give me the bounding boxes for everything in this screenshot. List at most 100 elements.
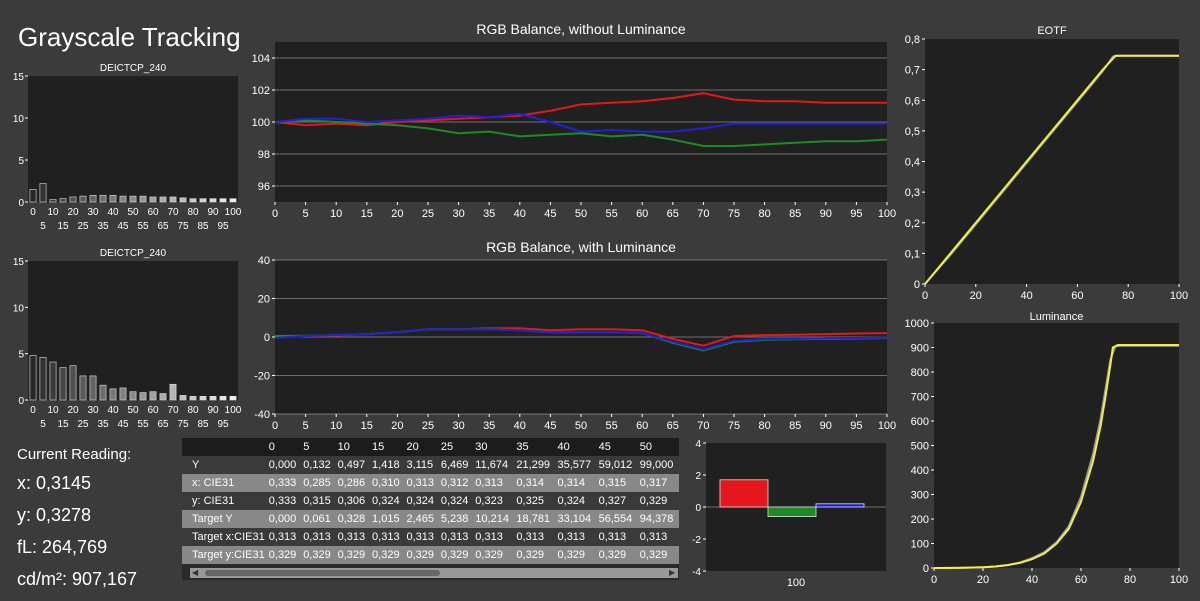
x-tick-label: 10 (47, 405, 59, 416)
table-cell: 1,418 (370, 456, 405, 474)
x-tick-label: 5 (303, 420, 309, 432)
table-row-label: Y (190, 456, 267, 474)
x-tick-label: 75 (728, 208, 740, 220)
table-cell: 0,324 (370, 492, 405, 510)
x-tick-label: 35 (483, 208, 495, 220)
table-cell: 0,312 (438, 474, 474, 492)
x-tick-label: 100 (878, 208, 896, 220)
table-col-header: 50 (637, 438, 679, 456)
x-tick-label: 70 (167, 405, 179, 416)
y-tick-label: 500 (911, 441, 929, 453)
table-header-row: 0 5 10 15 20 25 30 35 40 45 50 (182, 438, 679, 456)
bar-green (767, 506, 817, 517)
x-tick-label: 70 (697, 420, 709, 432)
y-tick-label: 0 (923, 563, 929, 575)
x-tick-label: 85 (197, 419, 209, 430)
table-cell: 0,329 (596, 546, 638, 564)
table-cell: 0,324 (438, 492, 474, 510)
x-tick-label: 100 (225, 207, 242, 218)
measurement-data-table[interactable]: 0 5 10 15 20 25 30 35 40 45 50 Y 0,000 0,1… (182, 438, 679, 580)
table-col-header: 10 (335, 438, 371, 456)
table-corner (182, 438, 190, 456)
bar (39, 357, 47, 401)
current-reading-label: Current Reading: (17, 446, 132, 463)
x-tick-label: 50 (575, 208, 587, 220)
x-tick-label: 70 (167, 207, 179, 218)
table-cell: 0,313 (473, 474, 515, 492)
bar (109, 388, 117, 401)
y-tick-label: 0,3 (905, 187, 920, 199)
x-tick-label: 10 (330, 420, 342, 432)
bar (189, 198, 197, 203)
table-cell: 0,323 (473, 492, 515, 510)
y-tick-label: -40 (254, 409, 270, 421)
bar (139, 195, 147, 203)
x-tick-label: 0 (30, 207, 36, 218)
table-cell: 0,313 (335, 528, 371, 546)
table-col-header: 40 (555, 438, 597, 456)
chart-title: DEICTCP_240 (100, 248, 167, 259)
y-tick-label: 4 (695, 439, 701, 450)
table-cell: 0,333 (266, 492, 302, 510)
table-cell: 0,313 (266, 528, 302, 546)
x-tick-label: 30 (452, 420, 464, 432)
table-cell: 0,329 (266, 546, 302, 564)
x-tick-label: 85 (789, 420, 801, 432)
table-cell: 0,329 (301, 546, 336, 564)
plot-area (925, 39, 1179, 284)
table-cell: 0,314 (514, 474, 556, 492)
y-tick-label: 300 (911, 490, 929, 502)
table-cell: 33,104 (555, 510, 597, 528)
y-tick-label: 15 (13, 72, 25, 83)
x-tick-label: 25 (77, 419, 89, 430)
table-cell: 0,313 (438, 528, 474, 546)
reading-y: y: 0,3278 (17, 505, 92, 525)
table-cell: 0,329 (473, 546, 515, 564)
x-tick-label: 85 (789, 208, 801, 220)
chart-title: RGB Balance, with Luminance (486, 239, 676, 255)
y-tick-label: 5 (18, 156, 24, 167)
table-col-header: 0 (266, 438, 302, 456)
table-cell: 0,315 (301, 492, 336, 510)
x-tick-label: 80 (758, 208, 770, 220)
table-cell: 0,333 (266, 474, 302, 492)
table-cell: 6,469 (438, 456, 474, 474)
x-tick-label: 60 (147, 405, 159, 416)
table-col-header: 45 (596, 438, 638, 456)
table-row-label: Target x:CIE31 (190, 528, 267, 546)
bar (89, 375, 97, 401)
table-cell: 0,132 (301, 456, 336, 474)
x-tick-label: 50 (127, 207, 139, 218)
x-tick-label: 25 (422, 208, 434, 220)
x-tick-label: 50 (127, 405, 139, 416)
x-axis-label: 100 (787, 577, 805, 589)
scroll-left-icon[interactable]: ◀ (192, 568, 199, 577)
table-cell: 1,015 (370, 510, 405, 528)
x-tick-label: 100 (225, 405, 242, 416)
table-col-header: 20 (404, 438, 439, 456)
x-tick-label: 0 (272, 208, 278, 220)
y-tick-label: 0 (18, 396, 24, 407)
y-tick-label: 15 (13, 257, 25, 268)
plot-area (28, 261, 238, 400)
x-tick-label: 0 (272, 420, 278, 432)
scroll-right-icon[interactable]: ▶ (669, 568, 676, 577)
x-tick-label: 100 (878, 420, 896, 432)
table-cell: 0,286 (335, 474, 371, 492)
x-tick-label: 25 (77, 221, 89, 232)
x-tick-label: 65 (157, 419, 169, 430)
table-cell: 0,329 (335, 546, 371, 564)
y-tick-label: -4 (692, 567, 701, 578)
table-scrollbar-thumb[interactable] (205, 570, 440, 576)
table-cell: 0,329 (555, 546, 597, 564)
table-cell: 0,325 (514, 492, 556, 510)
table-cell: 0,000 (266, 456, 302, 474)
y-tick-label: 0 (914, 279, 920, 291)
x-tick-label: 60 (1071, 290, 1083, 302)
series-line-blue (274, 112, 887, 133)
table-cell: 59,012 (596, 456, 638, 474)
x-tick-label: 85 (197, 221, 209, 232)
x-tick-label: 5 (303, 208, 309, 220)
table-col-header: 25 (438, 438, 474, 456)
